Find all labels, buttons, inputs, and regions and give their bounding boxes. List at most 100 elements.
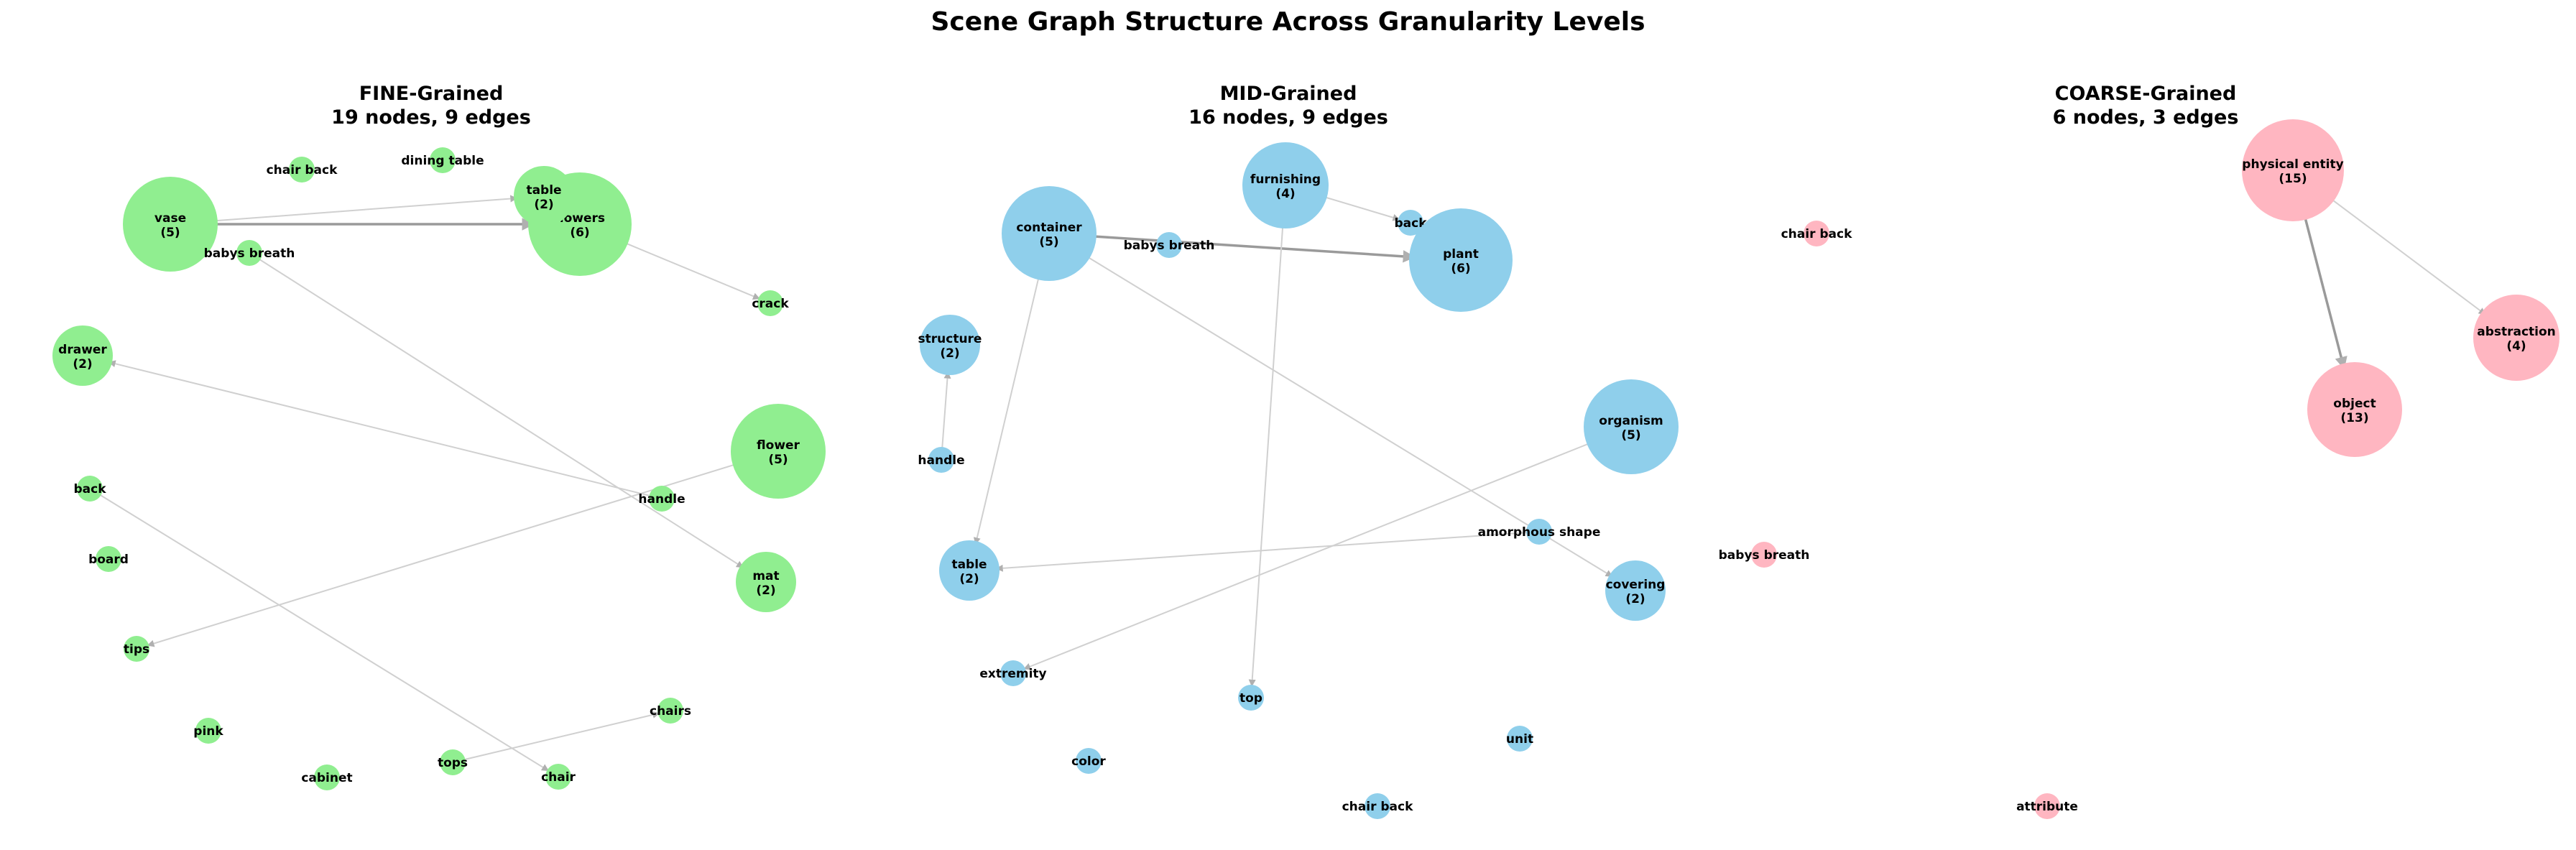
node-circle xyxy=(124,636,149,662)
node-mid-organism[interactable]: organism (5) xyxy=(1584,379,1679,474)
node-mid-container[interactable]: container (5) xyxy=(1002,186,1097,281)
node-circle xyxy=(920,315,980,375)
panel-title-fine-name: FINE-Grained xyxy=(359,83,504,105)
node-label-count: (2) xyxy=(940,346,959,361)
node-label-count: (13) xyxy=(2340,411,2368,425)
node-circle xyxy=(2034,793,2060,819)
node-label: table (2) xyxy=(951,558,987,586)
node-circle xyxy=(1398,210,1423,236)
node-coarse-chair_back[interactable]: chair back xyxy=(1781,221,1852,246)
node-circle xyxy=(96,546,121,572)
node-mid-structure[interactable]: structure (2) xyxy=(918,315,982,375)
node-mid-extremity[interactable]: extremity xyxy=(979,660,1047,686)
node-mid-unit[interactable]: unit xyxy=(1506,726,1533,752)
node-label-name: table xyxy=(526,183,561,198)
node-mid-back[interactable]: back xyxy=(1394,210,1427,236)
edge-fine-babys_breath-mat xyxy=(259,258,744,568)
node-label: vase (5) xyxy=(154,211,186,240)
node-mid-color[interactable]: color xyxy=(1071,748,1106,774)
node-label: chair back xyxy=(1781,227,1852,241)
node-label-count: (5) xyxy=(160,226,180,240)
node-mid-table[interactable]: table (2) xyxy=(939,540,1000,601)
node-coarse-physical_entity[interactable]: physical entity (15) xyxy=(2242,119,2344,221)
node-circle xyxy=(1242,142,1329,228)
panel-title-coarse: COARSE-Grained 6 nodes, 3 edges xyxy=(1822,82,2469,129)
node-label: back xyxy=(1394,216,1427,231)
node-label: amorphous shape xyxy=(1478,525,1601,540)
node-circle xyxy=(939,540,1000,601)
node-label: abstraction (4) xyxy=(2477,325,2556,354)
node-mid-amorphous_shape[interactable]: amorphous shape xyxy=(1478,519,1601,545)
edge-mid-furnishing-back xyxy=(1322,195,1400,221)
node-label: tips xyxy=(124,642,149,657)
node-label-name: table xyxy=(951,558,987,572)
node-label: plant (6) xyxy=(1443,247,1479,276)
node-coarse-abstraction[interactable]: abstraction (4) xyxy=(2473,295,2559,381)
node-circle xyxy=(1605,560,1666,621)
node-label-count: (5) xyxy=(1039,235,1058,249)
node-mid-covering[interactable]: covering (2) xyxy=(1605,560,1666,621)
node-fine-chairs[interactable]: chairs xyxy=(650,698,691,724)
node-label-count: (5) xyxy=(768,453,788,467)
edge-mid-amorphous_shape-table xyxy=(995,532,1528,572)
node-mid-handle[interactable]: handle xyxy=(918,447,965,473)
node-fine-cabinet[interactable]: cabinet xyxy=(301,764,353,790)
node-circle xyxy=(731,404,826,499)
node-fine-dining_table[interactable]: dining table xyxy=(401,147,484,173)
node-fine-chair_back[interactable]: chair back xyxy=(267,157,338,183)
node-fine-tips[interactable]: tips xyxy=(124,636,149,662)
node-label: attribute xyxy=(2016,800,2078,814)
node-circle xyxy=(289,157,315,183)
node-fine-handle[interactable]: handle xyxy=(638,486,685,512)
node-mid-plant[interactable]: plant (6) xyxy=(1409,208,1513,312)
node-circle xyxy=(657,698,683,724)
node-circle xyxy=(2307,362,2402,457)
node-fine-board[interactable]: board xyxy=(88,546,129,572)
node-fine-table[interactable]: table (2) xyxy=(514,166,574,226)
nodes-layer: vase (5)flowers (6)table (2)chair backdinin… xyxy=(52,119,2559,819)
node-fine-tops[interactable]: tops xyxy=(438,749,468,775)
node-circle xyxy=(1507,726,1533,752)
node-label: flower (5) xyxy=(757,438,800,467)
node-fine-chair[interactable]: chair xyxy=(541,764,576,790)
node-label: organism (5) xyxy=(1599,414,1663,443)
node-circle xyxy=(195,718,221,744)
edge-fine-vase-table xyxy=(213,195,518,222)
node-mid-furnishing[interactable]: furnishing (4) xyxy=(1242,142,1329,228)
node-label-name: structure xyxy=(918,332,982,346)
node-label: structure (2) xyxy=(918,332,982,361)
node-label: color xyxy=(1071,754,1106,769)
node-coarse-babys_breath[interactable]: babys breath xyxy=(1719,542,1810,568)
node-label: mat (2) xyxy=(752,569,779,598)
panel-title-fine-stats: 19 nodes, 9 edges xyxy=(331,106,531,129)
node-circle xyxy=(2242,119,2344,221)
node-fine-mat[interactable]: mat (2) xyxy=(736,552,796,612)
node-fine-drawer[interactable]: drawer (2) xyxy=(52,325,113,386)
node-mid-chair_back[interactable]: chair back xyxy=(1342,793,1413,819)
node-fine-babys_breath[interactable]: babys breath xyxy=(204,240,295,266)
node-fine-back[interactable]: back xyxy=(73,476,106,502)
node-fine-pink[interactable]: pink xyxy=(193,718,223,744)
node-label: crack xyxy=(752,297,789,311)
node-fine-vase[interactable]: vase (5) xyxy=(123,177,218,272)
edge-fine-handle-drawer xyxy=(108,360,651,497)
node-label-count: (6) xyxy=(1451,262,1470,276)
node-label: chair back xyxy=(1342,800,1413,814)
node-label: chairs xyxy=(650,704,691,719)
node-circle xyxy=(1751,542,1777,568)
node-label-name: container xyxy=(1016,221,1082,235)
node-circle xyxy=(430,147,456,173)
node-mid-top[interactable]: top xyxy=(1238,685,1264,711)
node-circle xyxy=(1584,379,1679,474)
node-fine-flower[interactable]: flower (5) xyxy=(731,404,826,499)
node-coarse-attribute[interactable]: attribute xyxy=(2016,793,2078,819)
node-label: handle xyxy=(918,453,964,468)
node-label: pink xyxy=(193,724,223,739)
node-label: extremity xyxy=(979,667,1046,681)
edge-coarse-physical_entity-abstraction xyxy=(2329,197,2486,315)
node-label: babys breath xyxy=(1719,548,1810,563)
node-mid-babys_breath[interactable]: babys breath xyxy=(1124,232,1215,258)
node-coarse-object[interactable]: object (13) xyxy=(2307,362,2402,457)
node-fine-crack[interactable]: crack xyxy=(752,290,789,316)
node-label: chair back xyxy=(267,163,338,177)
